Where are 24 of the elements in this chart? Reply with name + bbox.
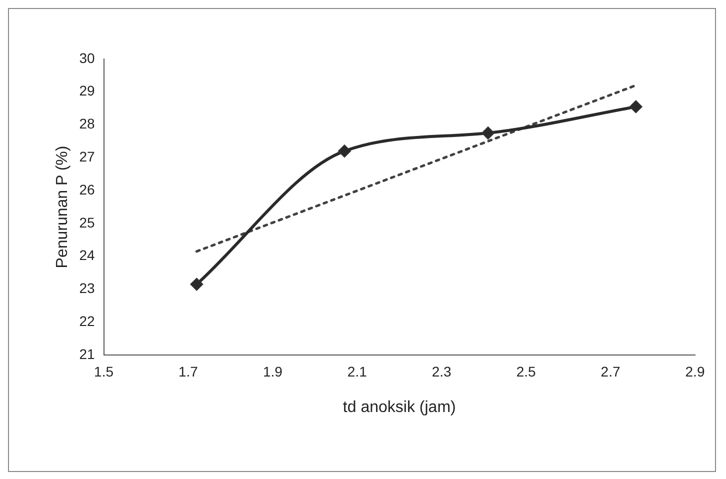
y-tick-label: 29 bbox=[79, 82, 95, 99]
y-tick-label: 25 bbox=[79, 214, 95, 230]
y-tick-label: 24 bbox=[79, 247, 95, 264]
x-tick-label: 2.7 bbox=[600, 363, 620, 380]
y-axis-title: Penurunan P (%) bbox=[54, 146, 72, 268]
y-tick-label: 30 bbox=[79, 50, 95, 66]
point bbox=[482, 126, 495, 140]
x-tick-label: 2.9 bbox=[685, 363, 705, 380]
point bbox=[338, 144, 351, 158]
x-tick-label: 1.5 bbox=[94, 363, 114, 380]
x-tick-label: 2.1 bbox=[347, 363, 368, 380]
y-tick-label: 23 bbox=[79, 280, 95, 296]
x-tick-label: 1.9 bbox=[262, 363, 283, 380]
x-tick-label: 2.5 bbox=[516, 363, 536, 380]
point bbox=[190, 278, 204, 291]
x-axis-title: td anoksik (jam) bbox=[342, 398, 456, 416]
point bbox=[629, 100, 642, 114]
y-tick-label: 21 bbox=[79, 346, 95, 362]
x-tick-label: 1.7 bbox=[178, 363, 198, 380]
y-tick-label: 27 bbox=[79, 148, 95, 165]
y-tick-label: 28 bbox=[79, 116, 95, 132]
x-tick-label: 2.3 bbox=[432, 363, 452, 380]
y-tick-label: 22 bbox=[79, 312, 95, 329]
y-tick-label: 26 bbox=[79, 181, 95, 198]
